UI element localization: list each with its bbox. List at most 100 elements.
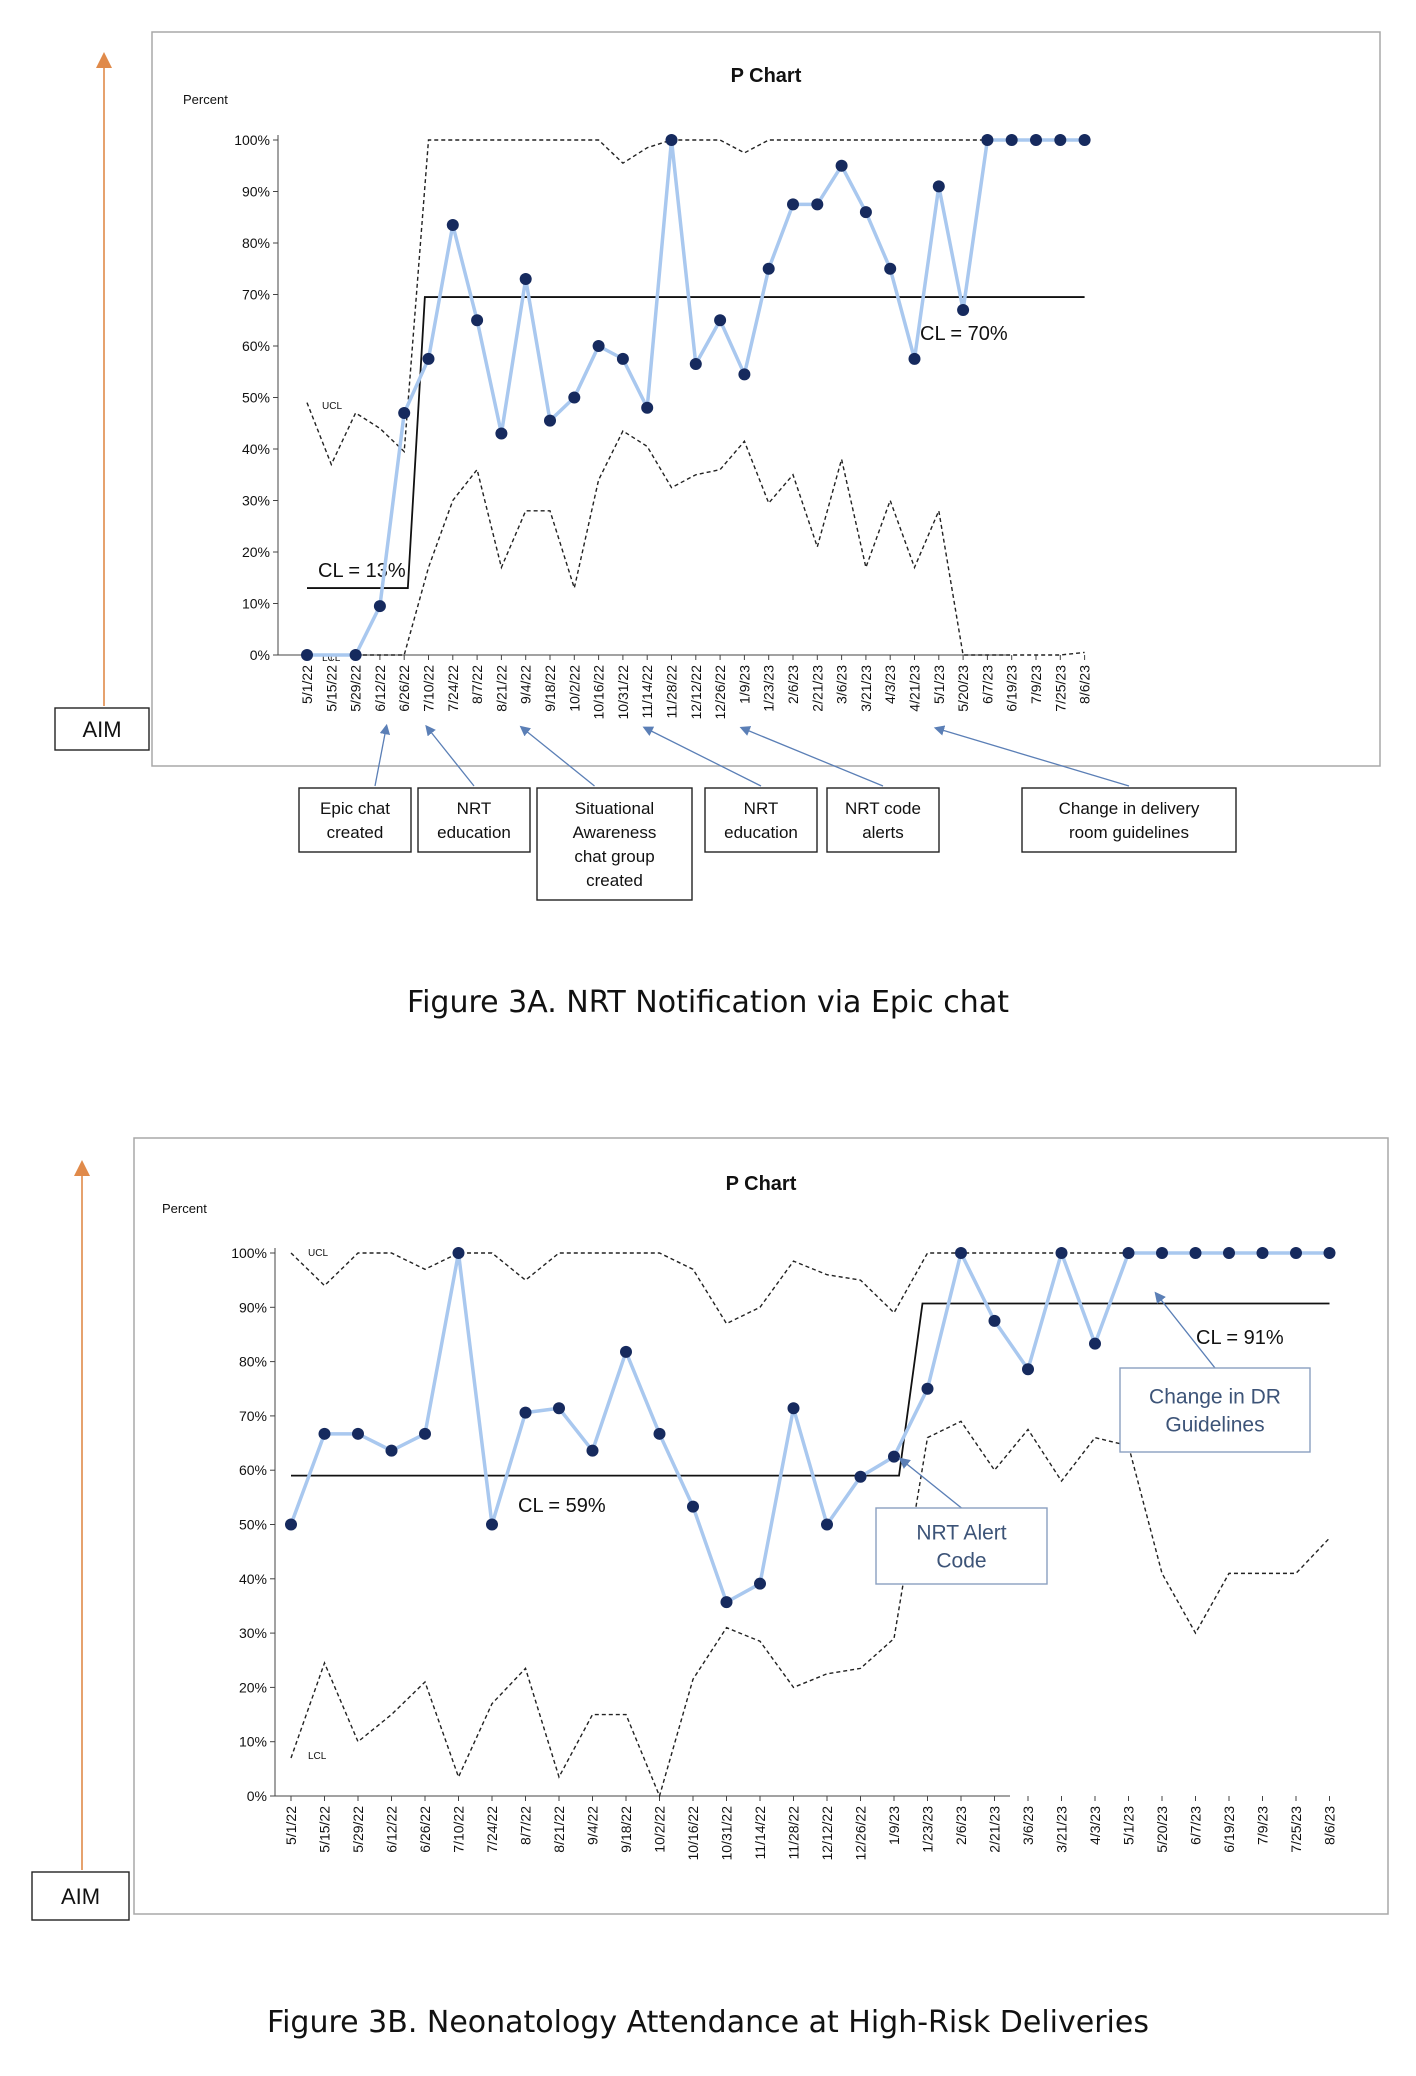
chart-title: P Chart [726,1173,797,1195]
x-tick-label: 7/10/22 [451,1806,467,1853]
x-tick-label: 5/15/22 [323,665,339,712]
figure-3a-caption: Figure 3A. NRT Notification via Epic cha… [407,985,1009,1020]
x-tick-label: 7/9/23 [1255,1806,1271,1845]
annotation-text: alerts [862,823,904,842]
figure-3a-chart: P Chart Percent 0% 10% 20% 30% 40% 50% 60% 70% 80%… [54,31,1381,901]
y-tick-label: 90% [239,1299,267,1315]
y-tick-label: 0% [250,647,270,663]
data-point [1323,1247,1336,1259]
annotation-text: room guidelines [1069,823,1189,842]
figure-3b-caption: Figure 3B. Neonatology Attendance at Hig… [267,2005,1149,2040]
y-tick-label: 40% [239,1571,267,1587]
x-tick-label: 3/6/23 [1020,1806,1036,1845]
chart-frame [151,31,1381,767]
aim-box [54,707,150,751]
data-point [385,1444,398,1457]
y-axis-label: Percent [162,1201,207,1216]
x-tick-label: 11/14/22 [752,1806,768,1860]
annotation-text: education [724,823,798,842]
x-tick-label: 5/1/23 [1121,1806,1137,1845]
x-tick-label: 3/6/23 [834,665,850,704]
data-point [544,414,556,427]
data-point [452,1247,465,1259]
data-point [486,1518,498,1531]
x-tick-label: 12/26/22 [853,1806,869,1861]
ucl-label: UCL [322,401,342,412]
data-point [1290,1247,1302,1259]
y-tick-label: 20% [242,544,270,560]
y-tick-label: 10% [242,596,270,612]
x-tick-label: 2/21/23 [987,1806,1003,1853]
data-point [908,352,921,365]
figure-3a: P Chart Percent 0% 10% 20% 30% 40% 50% 60% 70% 80%… [54,31,1381,1020]
x-tick-label: 7/10/22 [421,665,437,712]
data-point [1223,1247,1235,1259]
data-point [689,358,702,371]
data-point [687,1500,699,1513]
data-point [1022,1363,1034,1376]
data-point [1055,1247,1068,1259]
x-tick-label: 6/12/22 [384,1806,400,1853]
data-point [592,340,605,352]
figure-3b: P Chart Percent 0% 10% 20% 30% 40% 50% 60% 70% 80%… [0,1100,1416,2060]
y-tick-label: 100% [231,1245,267,1261]
x-tick-label: 9/18/22 [618,1806,634,1853]
data-point [714,314,727,327]
x-tick-label: 7/25/23 [1288,1806,1304,1853]
annotation-text: Situational [575,799,654,818]
y-tick-label: 10% [239,1734,267,1750]
x-tick-label: 10/31/22 [719,1806,735,1861]
x-tick-label: 6/19/23 [1221,1806,1237,1853]
x-tick-label: 5/20/23 [955,665,971,712]
data-point [884,262,897,275]
x-tick-label: 8/21/22 [493,665,509,712]
y-tick-label: 80% [242,235,270,251]
data-point [762,262,775,275]
x-tick-label: 10/16/22 [591,665,607,720]
data-point [835,159,848,172]
x-tick-label: 4/21/23 [907,665,923,712]
y-tick-label: 0% [247,1788,267,1804]
x-tick-label: 10/2/22 [566,665,582,712]
annotation-text: Guidelines [1165,1413,1264,1436]
x-tick-label: 12/12/22 [819,1806,835,1861]
data-point [318,1427,331,1440]
x-tick-label: 6/19/23 [1004,665,1020,712]
data-point [720,1596,733,1609]
y-tick-label: 50% [239,1517,267,1533]
aim-label: AIM [61,1884,100,1909]
data-point [1005,134,1018,146]
x-tick-label: 6/26/22 [396,665,412,712]
annotation-text: NRT Alert [916,1521,1006,1544]
y-tick-label: 90% [242,184,270,200]
data-point [665,134,678,146]
y-tick-label: 80% [239,1354,267,1370]
data-point [957,303,970,316]
annotation-text: chat group [574,847,654,866]
annotation-box [417,787,531,853]
lcl-label: LCL [308,1751,327,1762]
x-tick-label: 1/23/23 [920,1806,936,1853]
data-point [787,198,799,211]
data-point [1122,1247,1135,1259]
x-tick-label: 11/28/22 [786,1806,802,1860]
x-tick-label: 1/23/23 [761,665,777,712]
data-point [738,368,751,381]
annotation-arrow [933,725,1130,787]
y-tick-label: 60% [239,1462,267,1478]
annotation-text: Epic chat [320,799,390,818]
x-tick-label: 1/9/23 [736,665,752,704]
data-point [419,1427,431,1440]
y-tick-label: 30% [242,493,270,509]
data-point [301,649,313,661]
annotation-box [1021,787,1237,853]
x-tick-label: 10/2/22 [652,1806,668,1853]
annotation-box [875,1507,1048,1585]
data-point [1156,1247,1168,1259]
annotation-box [826,787,940,853]
data-point [285,1518,297,1531]
annotation-box [536,787,693,901]
x-tick-label: 3/21/23 [1054,1806,1070,1853]
annotation-box [1119,1367,1311,1453]
data-point [446,218,459,231]
